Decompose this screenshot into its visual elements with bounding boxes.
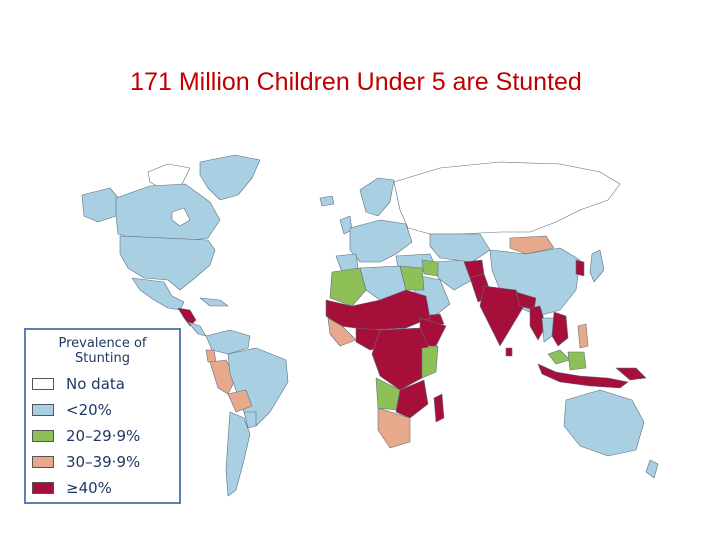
region-indochina [551, 311, 569, 347]
region-angola [375, 377, 401, 411]
legend-title-line2: Stunting [74, 351, 131, 366]
legend-swatch [32, 456, 54, 468]
region-new-zealand [645, 459, 659, 479]
region-east-africa [421, 345, 439, 379]
region-argentina-chile [225, 411, 251, 497]
region-central-africa [371, 327, 431, 391]
legend-swatch [32, 404, 54, 416]
region-usa [119, 235, 216, 291]
region-malaysia [547, 349, 571, 365]
region-mongolia [509, 235, 555, 255]
region-korea [575, 259, 585, 277]
legend-label: <20% [66, 401, 112, 419]
legend-item-no-data: No data [32, 375, 125, 393]
region-iraq [421, 259, 439, 277]
region-hudson-bay [171, 207, 191, 227]
region-central-america [177, 307, 197, 327]
region-southern-africa [395, 379, 429, 419]
region-paraguay [243, 411, 257, 429]
world-stunting-map [81, 154, 659, 497]
legend-item-under-20: <20% [32, 401, 112, 419]
region-egypt [399, 265, 425, 291]
region-indonesia [537, 363, 629, 389]
region-madagascar [433, 393, 445, 423]
region-brazil [227, 347, 289, 427]
legend-item-20-29: 20–29·9% [32, 427, 140, 445]
region-sri-lanka [505, 347, 513, 357]
legend-label: 20–29·9% [66, 427, 141, 445]
region-papua [615, 367, 647, 381]
region-philippines [577, 323, 589, 349]
region-central-america-south [187, 321, 207, 337]
legend-label: No data [66, 375, 125, 393]
legend-label: ≥40% [66, 479, 112, 497]
legend-swatch [32, 430, 54, 442]
legend-title-line1: Prevalence of [58, 336, 147, 351]
region-borneo [567, 351, 587, 371]
legend-title: Prevalence of Stunting [26, 336, 179, 366]
region-bolivia [227, 389, 253, 413]
region-scandinavia [359, 177, 395, 217]
region-central-asia [429, 233, 491, 263]
legend-item-30-39: 30–39·9% [32, 453, 140, 471]
region-north-africa-west [329, 267, 367, 307]
slide-title: 171 Million Children Under 5 are Stunted [130, 68, 582, 96]
region-myanmar [529, 305, 547, 341]
legend: Prevalence of Stunting No data <20% 20–2… [24, 328, 181, 504]
legend-swatch [32, 378, 54, 390]
legend-item-40-plus: ≥40% [32, 479, 112, 497]
region-canada [115, 183, 221, 243]
region-japan [589, 249, 605, 283]
legend-label: 30–39·9% [66, 453, 141, 471]
region-west-africa-coast [327, 317, 357, 347]
region-australia [563, 389, 645, 457]
region-russia [393, 161, 621, 235]
region-alaska [81, 187, 121, 223]
region-iceland [319, 195, 335, 207]
legend-swatch [32, 482, 54, 494]
region-caribbean [199, 297, 229, 307]
region-greenland [199, 154, 261, 201]
region-ecuador [205, 349, 217, 363]
region-south-africa [377, 407, 411, 449]
